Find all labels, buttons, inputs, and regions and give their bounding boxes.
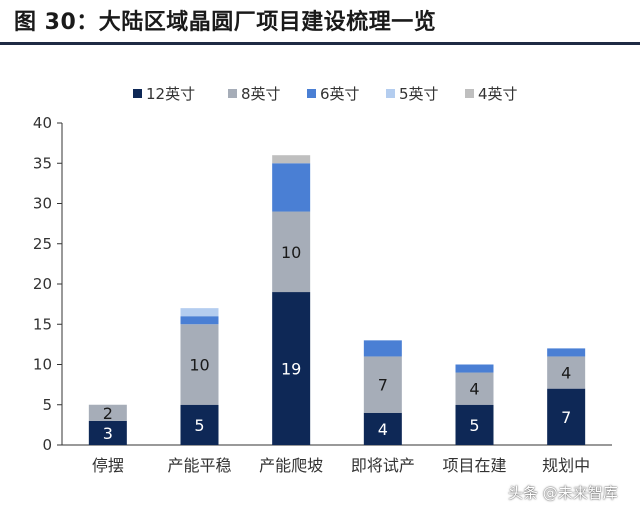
y-tick-label: 30 xyxy=(33,195,52,213)
bar-data-label: 2 xyxy=(103,404,113,423)
legend-label: 6英寸 xyxy=(320,85,360,103)
legend-label: 5英寸 xyxy=(399,85,439,103)
bar-data-label: 7 xyxy=(378,376,388,395)
bar-segment xyxy=(180,404,219,445)
bar-segment xyxy=(363,340,402,357)
bar-segment xyxy=(272,163,311,212)
legend-label: 12英寸 xyxy=(146,85,195,103)
bar-segment xyxy=(547,348,586,357)
x-category-label: 即将试产 xyxy=(351,456,415,475)
legend-swatch xyxy=(228,89,237,98)
y-tick-label: 0 xyxy=(42,436,52,454)
legend-label: 4英寸 xyxy=(478,85,518,103)
x-category-label: 产能爬坡 xyxy=(259,456,323,475)
bar-data-label: 10 xyxy=(189,356,209,375)
bar-data-label: 5 xyxy=(469,416,479,435)
legend-swatch xyxy=(465,89,474,98)
bar-data-label: 4 xyxy=(469,380,479,399)
legend-label: 8英寸 xyxy=(241,85,281,103)
bar-segment xyxy=(272,211,311,293)
legend-swatch xyxy=(133,89,142,98)
watermark-text: 头条 @未来智库 xyxy=(508,484,618,502)
bar-data-label: 19 xyxy=(281,360,301,379)
y-tick-label: 5 xyxy=(42,396,52,414)
bar-segment xyxy=(272,292,311,445)
legend-swatch xyxy=(307,89,316,98)
bar-segment xyxy=(88,404,127,421)
bar-segment xyxy=(547,356,586,389)
bar-segment xyxy=(455,364,494,373)
x-category-label: 停摆 xyxy=(92,456,124,475)
bar-segment xyxy=(455,372,494,405)
y-tick-label: 25 xyxy=(33,235,52,253)
y-tick-label: 10 xyxy=(33,356,52,374)
bar-segment xyxy=(547,388,586,445)
bar-segment xyxy=(272,155,311,164)
header-rule xyxy=(0,42,640,45)
stacked-bar-chart: 0 5 10 15 20 25 30 35 40 12英寸 8英寸 6英寸 5英寸 4英寸 32 停摆 5 10 产… xyxy=(33,85,612,475)
bar-segment xyxy=(180,324,219,405)
figure-header: 图 30：大陆区域晶圆厂项目建设梳理一览 xyxy=(0,0,640,40)
bar-segment xyxy=(363,356,402,413)
bar-segment xyxy=(180,316,219,325)
bar-segment xyxy=(455,404,494,445)
x-category-label: 项目在建 xyxy=(442,456,506,475)
bar-data-label: 5 xyxy=(194,416,204,435)
figure-title: 图 30：大陆区域晶圆厂项目建设梳理一览 xyxy=(14,10,437,35)
bar-segment xyxy=(363,412,402,445)
x-category-label: 规划中 xyxy=(542,456,590,475)
legend-swatch xyxy=(386,89,395,98)
bar-data-label: 4 xyxy=(378,420,388,439)
x-category-label: 产能平稳 xyxy=(167,456,231,475)
bar-data-label: 10 xyxy=(281,243,301,262)
y-tick-label: 40 xyxy=(33,114,52,132)
y-tick-label: 35 xyxy=(33,154,52,172)
y-tick-label: 15 xyxy=(33,315,52,333)
bar-data-label: 4 xyxy=(561,364,571,383)
bar-data-label: 7 xyxy=(561,408,571,427)
bar-segment xyxy=(180,308,219,317)
bar-data-label: 3 xyxy=(103,424,113,443)
y-tick-label: 20 xyxy=(33,275,52,293)
bar-segment xyxy=(88,420,127,445)
